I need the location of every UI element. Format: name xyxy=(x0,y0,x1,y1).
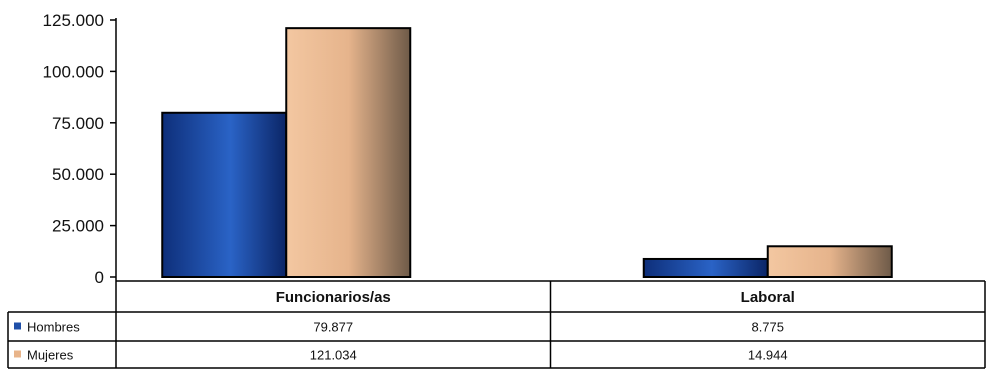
bar-mujeres-1 xyxy=(766,245,893,278)
bars xyxy=(161,27,893,278)
bar-mujeres-0 xyxy=(285,27,412,278)
y-axis: 0 25.000 50.000 75.000 100.000 125.000 xyxy=(43,11,117,287)
data-value: 8.775 xyxy=(751,320,784,335)
data-value: 14.944 xyxy=(748,348,788,363)
data-value: 121.034 xyxy=(310,348,357,363)
y-tick-label: 50.000 xyxy=(52,165,104,184)
data-value: 79.877 xyxy=(313,320,353,335)
category-label: Funcionarios/as xyxy=(276,289,391,306)
y-tick-label: 75.000 xyxy=(52,114,104,133)
y-tick-label: 0 xyxy=(95,268,104,287)
y-tick-label: 100.000 xyxy=(43,62,104,81)
legend-swatch xyxy=(14,322,21,330)
bar-hombres-1 xyxy=(642,257,769,278)
bar-hombres-0 xyxy=(161,111,288,278)
legend-label: Hombres xyxy=(27,320,80,335)
y-tick-label: 125.000 xyxy=(43,11,104,30)
data-table: Funcionarios/as Laboral Hombres 79.877 8.775… xyxy=(7,277,986,369)
category-label: Laboral xyxy=(741,289,795,306)
legend-swatch xyxy=(14,350,21,358)
legend-label: Mujeres xyxy=(27,348,74,363)
y-tick-label: 25.000 xyxy=(52,217,104,236)
